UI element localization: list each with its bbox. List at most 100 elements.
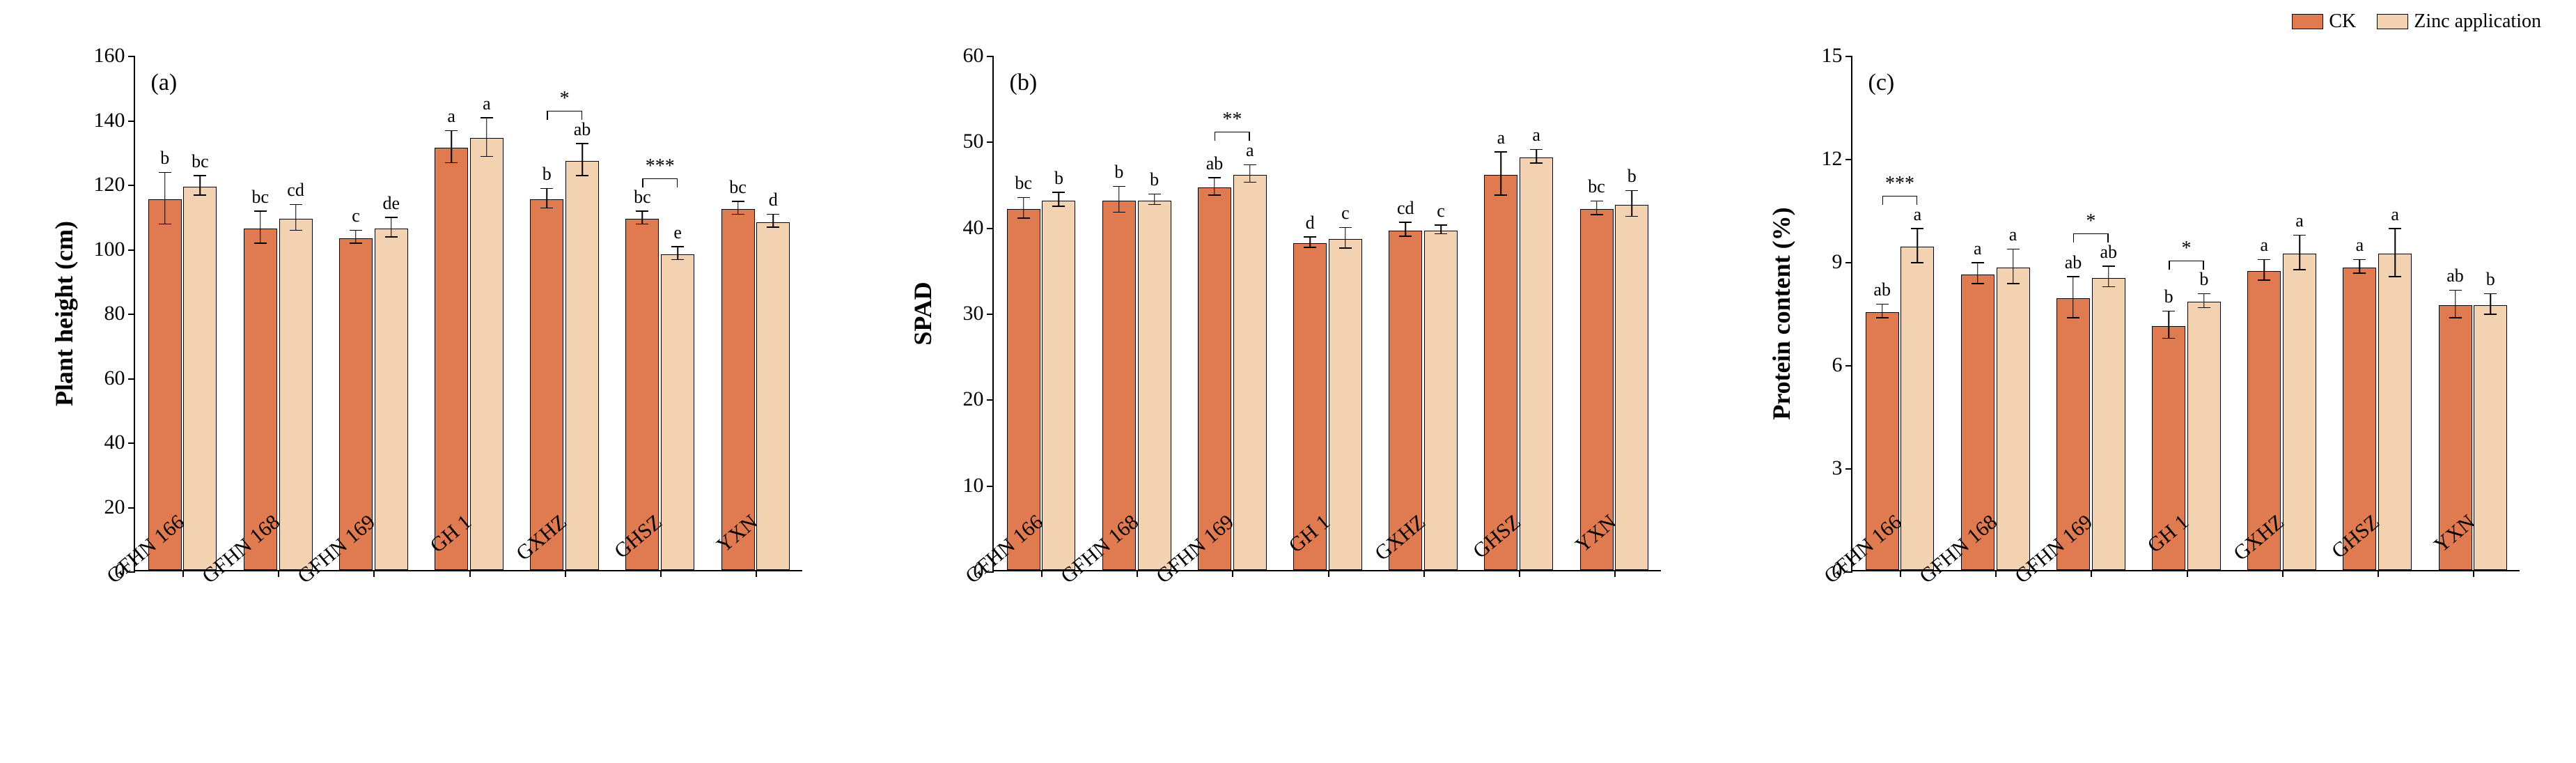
bar-zn: cd [279,219,313,570]
y-tick-label: 100 [77,238,125,261]
significance-letter: bc [1008,173,1040,194]
significance-stars: * [2073,210,2109,233]
y-tick [987,141,994,143]
panel-b: SPAD(b)0102030405060bcbbbaba**dccdcaabcb… [895,42,1696,739]
significance-bracket: *** [642,178,678,179]
x-tick [469,570,471,577]
y-tick-label: 40 [935,216,984,240]
bar-zn: b [1615,205,1648,570]
legend-label-zn: Zinc application [2414,10,2541,33]
significance-letter: b [149,148,181,169]
bar-zn: a [1520,157,1553,570]
legend-label-ck: CK [2329,10,2356,33]
bar-zn: b [2187,302,2221,570]
bars-layer: aba***aaabab*bb*aaaaabb [1852,56,2520,570]
x-tick [1137,570,1138,577]
significance-letter: b [1043,168,1075,189]
y-tick [987,314,994,315]
y-tick-label: 140 [77,109,125,132]
bar-zn: c [1329,239,1362,570]
y-tick-label: 40 [77,431,125,454]
y-tick-label: 9 [1794,250,1843,274]
x-tick [182,570,184,577]
x-tick [2282,570,2284,577]
x-tick [1041,570,1043,577]
bars-layer: bbcbccdcdeaabab*bce***bcd [135,56,802,570]
y-tick [128,314,135,315]
significance-letter: b [1103,162,1135,183]
significance-letter: ab [2093,242,2125,263]
y-tick [1845,365,1852,367]
bar-zn: ab [565,161,599,570]
x-tick [756,570,757,577]
significance-bracket: * [2073,233,2109,234]
significance-stars: ** [1215,109,1250,131]
y-tick-label: 10 [935,474,984,498]
y-tick-label: 20 [77,495,125,519]
legend-swatch-zn [2377,14,2408,29]
plot-area: 0102030405060bcbbbaba**dccdcaabcbGFHN 16… [992,56,1661,571]
significance-letter: cd [1389,198,1421,219]
significance-letter: d [1294,213,1326,233]
bar-zn: ab [2092,278,2125,570]
significance-letter: a [1962,238,1994,259]
y-tick [987,56,994,57]
y-tick-label: 3 [1794,456,1843,480]
significance-letter: bc [1581,176,1613,197]
y-tick [987,228,994,229]
y-tick [128,378,135,380]
y-tick [128,56,135,57]
x-tick [1614,570,1616,577]
x-tick [278,570,279,577]
significance-letter: a [1234,140,1266,161]
y-tick-label: 6 [1794,353,1843,377]
x-tick [1423,570,1425,577]
significance-letter: c [340,206,372,226]
significance-letter: b [531,164,563,185]
y-tick [1845,56,1852,57]
significance-stars: * [2169,238,2204,260]
bar-zn: bc [183,187,217,570]
y-tick-label: 50 [935,130,984,153]
y-tick [1845,468,1852,470]
significance-letter: b [2474,269,2506,290]
bar-zn: de [375,229,408,570]
significance-stars: * [547,88,582,110]
y-tick-label: 30 [935,302,984,325]
significance-stars: *** [1882,173,1918,195]
x-tick [660,570,662,577]
y-tick [128,507,135,509]
significance-letter: e [662,222,694,243]
bar-zn: a [1233,175,1267,570]
y-tick-label: 12 [1794,147,1843,171]
significance-letter: de [375,193,407,214]
plot-area: 020406080100120140160bbcbccdcdeaabab*bce… [134,56,802,571]
x-tick [2091,570,2092,577]
bar-zn: e [661,254,694,570]
significance-letter: a [2343,235,2375,256]
y-tick-label: 60 [77,367,125,390]
bars-layer: bcbbbaba**dccdcaabcb [994,56,1661,570]
y-tick-label: 60 [935,44,984,68]
legend-item-ck: CK [2292,10,2356,33]
x-tick [1232,570,1233,577]
bar-ck: a [435,148,468,570]
x-tick [1900,570,1901,577]
x-tick [565,570,566,577]
significance-letter: a [1997,224,2029,245]
y-axis-title: Plant height (cm) [49,221,79,406]
y-tick [128,249,135,251]
significance-letter: a [471,93,503,114]
significance-letter: ab [2057,252,2089,273]
panel-c: Protein content (%)(c)03691215aba***aaab… [1754,42,2554,739]
x-tick [2473,570,2474,577]
y-tick-label: 160 [77,44,125,68]
legend-swatch-ck [2292,14,2323,29]
y-tick [1845,262,1852,263]
significance-letter: ab [1866,279,1898,300]
y-tick-label: 15 [1794,44,1843,68]
plot-area: 03691215aba***aaabab*bb*aaaaabbGFHN 166G… [1851,56,2520,571]
figure-container: CK Zinc application Plant height (cm)(a)… [7,7,2576,756]
significance-letter: c [1425,201,1457,222]
bar-zn: a [1997,268,2030,570]
